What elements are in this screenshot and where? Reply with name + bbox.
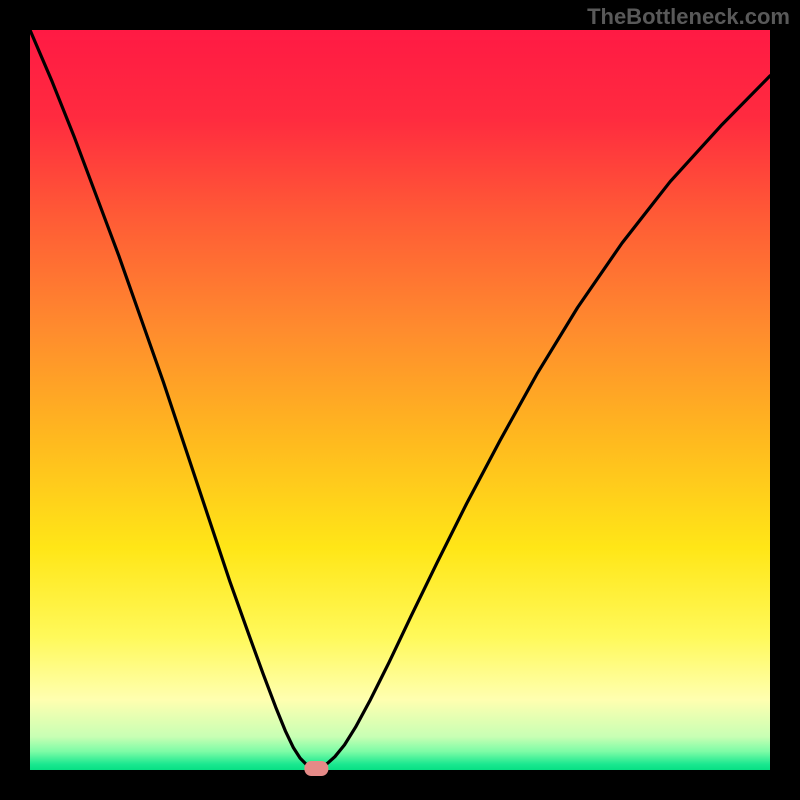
plot-gradient-background: [30, 30, 770, 770]
bottleneck-chart: [0, 0, 800, 800]
chart-container: TheBottleneck.com: [0, 0, 800, 800]
optimal-marker: [304, 761, 328, 776]
watermark-text: TheBottleneck.com: [587, 4, 790, 30]
